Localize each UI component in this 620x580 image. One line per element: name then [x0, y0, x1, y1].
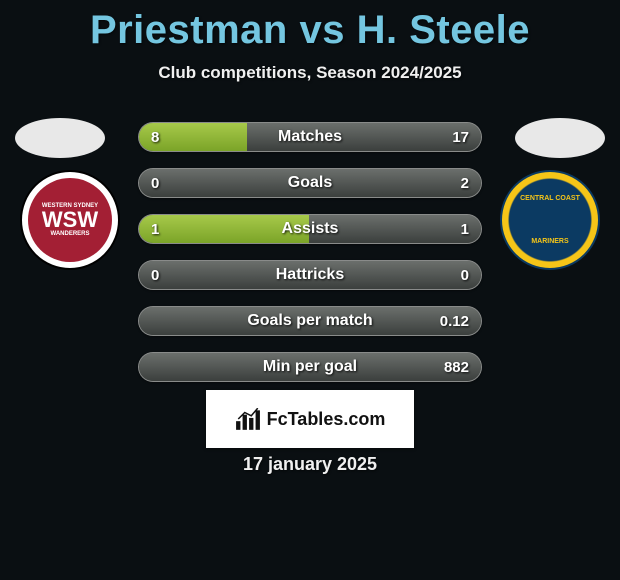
stats-bars: 817Matches 02Goals 11Assists 00Hattricks 0.1…	[138, 122, 482, 398]
bar-label: Assists	[139, 215, 481, 243]
bar-label: Goals	[139, 169, 481, 197]
club-left-badge-inner: WESTERN SYDNEY WSW WANDERERS	[28, 178, 112, 262]
stat-row: 00Hattricks	[138, 260, 482, 290]
bar-label: Hattricks	[139, 261, 481, 289]
player-right-avatar	[515, 118, 605, 158]
stat-row: 11Assists	[138, 214, 482, 244]
player-left-avatar	[15, 118, 105, 158]
club-right-text-top: CENTRAL COAST	[520, 195, 580, 202]
stat-row: 0.12Goals per match	[138, 306, 482, 336]
club-left-badge: WESTERN SYDNEY WSW WANDERERS	[20, 170, 120, 270]
club-right-badge-inner: CENTRAL COAST MARINERS	[520, 195, 580, 245]
bar-label: Matches	[139, 123, 481, 151]
bar-label: Goals per match	[139, 307, 481, 335]
club-left-abbrev: WSW	[42, 209, 98, 231]
attribution-badge: FcTables.com	[206, 390, 414, 448]
page-subtitle: Club competitions, Season 2024/2025	[0, 63, 620, 83]
stat-row: 02Goals	[138, 168, 482, 198]
club-right-badge: CENTRAL COAST MARINERS	[500, 170, 600, 270]
page-title: Priestman vs H. Steele	[0, 0, 620, 53]
club-right-text-bottom: MARINERS	[520, 238, 580, 245]
attribution-text: FcTables.com	[267, 409, 386, 430]
date-text: 17 january 2025	[0, 454, 620, 475]
bar-label: Min per goal	[139, 353, 481, 381]
stat-row: 817Matches	[138, 122, 482, 152]
chart-icon	[235, 408, 261, 430]
stat-row: 882Min per goal	[138, 352, 482, 382]
club-left-text-bottom: WANDERERS	[50, 231, 89, 237]
